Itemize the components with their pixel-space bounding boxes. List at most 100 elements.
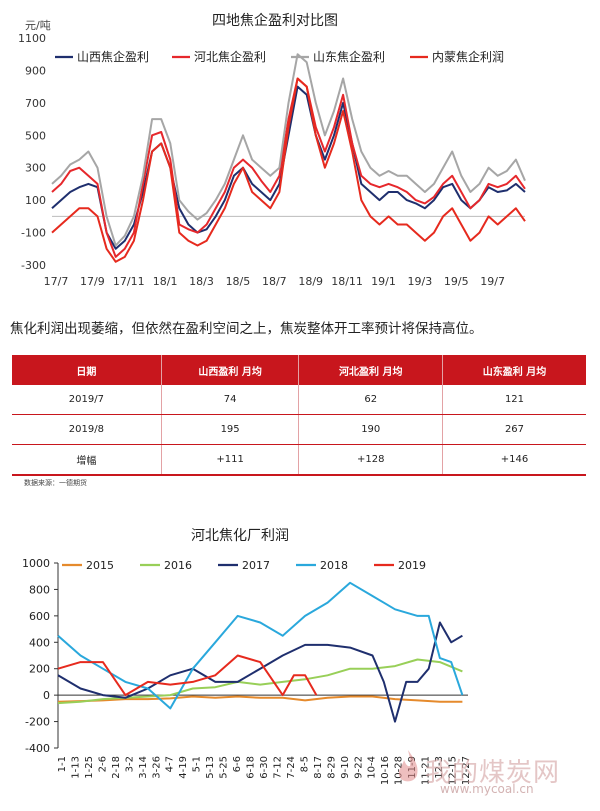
x-tick-label: 10-28 bbox=[394, 756, 405, 785]
legend-label: 内蒙焦企利润 bbox=[432, 49, 504, 64]
chart1-unit: 元/吨 bbox=[25, 19, 51, 32]
header-shanxi: 山西盈利 月均 bbox=[160, 355, 299, 385]
x-tick-label: 5-13 bbox=[205, 756, 216, 779]
table-cell: +146 bbox=[441, 444, 586, 476]
x-tick-label: 3-26 bbox=[151, 756, 162, 779]
series-line-0 bbox=[57, 695, 463, 703]
table-cell: 2019/7 bbox=[12, 385, 162, 415]
chart1-series bbox=[51, 53, 526, 263]
table-cell: 增幅 bbox=[12, 444, 162, 476]
chart1-legend: 山西焦企盈利 河北焦企盈利 山东焦企盈利 内蒙焦企利润 bbox=[55, 49, 504, 64]
x-tick-label: 2-6 bbox=[97, 756, 108, 772]
x-tick-label: 4-7 bbox=[165, 756, 176, 772]
y-tick-label: 900 bbox=[25, 64, 46, 77]
header-date: 日期 bbox=[12, 355, 162, 385]
y-tick-label: -200 bbox=[25, 716, 50, 729]
watermark-url: www.mycoal.cn bbox=[440, 782, 534, 796]
x-tick-label: 17/9 bbox=[80, 275, 105, 288]
series-line-3 bbox=[57, 581, 464, 710]
legend-label: 山西焦企盈利 bbox=[77, 49, 149, 64]
x-tick-label: 3-2 bbox=[124, 756, 135, 772]
series-line-2 bbox=[57, 621, 463, 723]
x-tick-label: 19/3 bbox=[407, 275, 432, 288]
legend-label: 河北焦企盈利 bbox=[194, 49, 266, 64]
table-cell: 267 bbox=[441, 414, 586, 445]
source-note: 数据来源：一德期货 bbox=[24, 479, 87, 487]
table-cell: +111 bbox=[160, 444, 299, 476]
legend-label: 2015 bbox=[86, 559, 114, 572]
x-tick-label: 18/3 bbox=[189, 275, 214, 288]
y-tick-label: 500 bbox=[25, 129, 46, 142]
table-cell: 62 bbox=[298, 385, 443, 415]
x-tick-label: 19/1 bbox=[371, 275, 396, 288]
chart2-title: 河北焦化厂利润 bbox=[191, 528, 289, 544]
table-cell: 190 bbox=[298, 414, 443, 445]
table-row: 增幅 +111 +128 +146 bbox=[12, 444, 586, 476]
x-tick-label: 17/7 bbox=[44, 275, 69, 288]
series-line-4 bbox=[57, 654, 318, 697]
x-tick-label: 6-18 bbox=[246, 756, 257, 779]
analysis-paragraph: 焦化利润出现萎缩，但依然在盈利空间之上，焦炭整体开工率预计将保持高位。 bbox=[10, 321, 483, 337]
table-cell: 121 bbox=[441, 385, 586, 415]
y-tick-label: -100 bbox=[21, 227, 46, 240]
legend-label: 2019 bbox=[398, 559, 426, 572]
legend-label: 山东焦企盈利 bbox=[313, 49, 385, 64]
x-tick-label: 5-25 bbox=[219, 756, 230, 779]
x-tick-label: 10-16 bbox=[380, 756, 391, 785]
series-line-3 bbox=[51, 77, 526, 263]
legend-label: 2016 bbox=[164, 559, 192, 572]
x-tick-label: 18/9 bbox=[298, 275, 323, 288]
x-tick-label: 11-21 bbox=[421, 756, 432, 785]
header-shandong: 山东盈利 月均 bbox=[441, 355, 586, 385]
y-tick-label: 200 bbox=[29, 663, 50, 676]
y-tick-label: 400 bbox=[29, 636, 50, 649]
table-cell: 2019/8 bbox=[12, 414, 162, 445]
x-tick-label: 9-22 bbox=[353, 756, 364, 779]
watermark-text: 我的煤炭网 bbox=[425, 758, 561, 788]
chart2-series bbox=[57, 581, 464, 723]
y-tick-label: 700 bbox=[25, 97, 46, 110]
x-tick-label: 3-14 bbox=[138, 756, 149, 779]
y-tick-label: -400 bbox=[25, 742, 50, 755]
y-tick-label: 600 bbox=[29, 610, 50, 623]
table-cell: +128 bbox=[298, 444, 443, 476]
x-tick-label: 17/11 bbox=[113, 275, 145, 288]
header-hebei: 河北盈利 月均 bbox=[298, 355, 443, 385]
table-cell: 195 bbox=[160, 414, 299, 445]
province-coke-profit-chart: 元/吨 四地焦企盈利对比图 山西焦企盈利 河北焦企盈利 山东焦企盈利 内蒙焦企利润 -… bbox=[18, 12, 526, 288]
x-tick-label: 5-1 bbox=[192, 756, 203, 772]
y-tick-label: 0 bbox=[43, 689, 50, 702]
x-tick-label: 18/11 bbox=[331, 275, 363, 288]
x-tick-label: 19/5 bbox=[444, 275, 469, 288]
y-tick-label: 300 bbox=[25, 162, 46, 175]
x-tick-label: 2-18 bbox=[111, 756, 122, 779]
x-tick-label: 7-24 bbox=[286, 756, 297, 779]
x-tick-label: 18/1 bbox=[153, 275, 178, 288]
x-tick-label: 18/7 bbox=[262, 275, 287, 288]
y-tick-label: -300 bbox=[21, 259, 46, 272]
x-tick-label: 8-17 bbox=[313, 756, 324, 779]
x-tick-label: 6-6 bbox=[232, 756, 243, 772]
x-tick-label: 6-30 bbox=[259, 756, 270, 779]
series-line-2 bbox=[51, 53, 526, 247]
x-tick-label: 12-15 bbox=[448, 756, 459, 785]
x-tick-label: 8-29 bbox=[326, 756, 337, 779]
series-line-1 bbox=[51, 77, 526, 258]
x-tick-label: 10-4 bbox=[367, 756, 378, 779]
x-tick-label: 12-27 bbox=[461, 756, 472, 785]
x-tick-label: 4-19 bbox=[178, 756, 189, 779]
y-tick-label: 1100 bbox=[18, 32, 46, 45]
legend-label: 2018 bbox=[320, 559, 348, 572]
x-tick-label: 1-13 bbox=[71, 756, 82, 779]
x-tick-label: 1-25 bbox=[84, 756, 95, 779]
x-tick-label: 7-12 bbox=[273, 756, 284, 779]
y-tick-label: 100 bbox=[25, 194, 46, 207]
x-tick-label: 9-10 bbox=[340, 756, 351, 779]
y-tick-label: 1000 bbox=[22, 557, 50, 570]
y-tick-label: 800 bbox=[29, 583, 50, 596]
x-tick-label: 12-3 bbox=[434, 756, 445, 779]
x-tick-label: 8-5 bbox=[299, 756, 310, 772]
table-header-row: 日期 山西盈利 月均 河北盈利 月均 山东盈利 月均 bbox=[12, 355, 586, 385]
chart1-axes: -300 -100 100 300 500 700 900 1100 17/7 17/9 17/11… bbox=[18, 32, 525, 288]
profit-summary-table: 日期 山西盈利 月均 河北盈利 月均 山东盈利 月均 2019/7 74 62 … bbox=[12, 355, 586, 476]
